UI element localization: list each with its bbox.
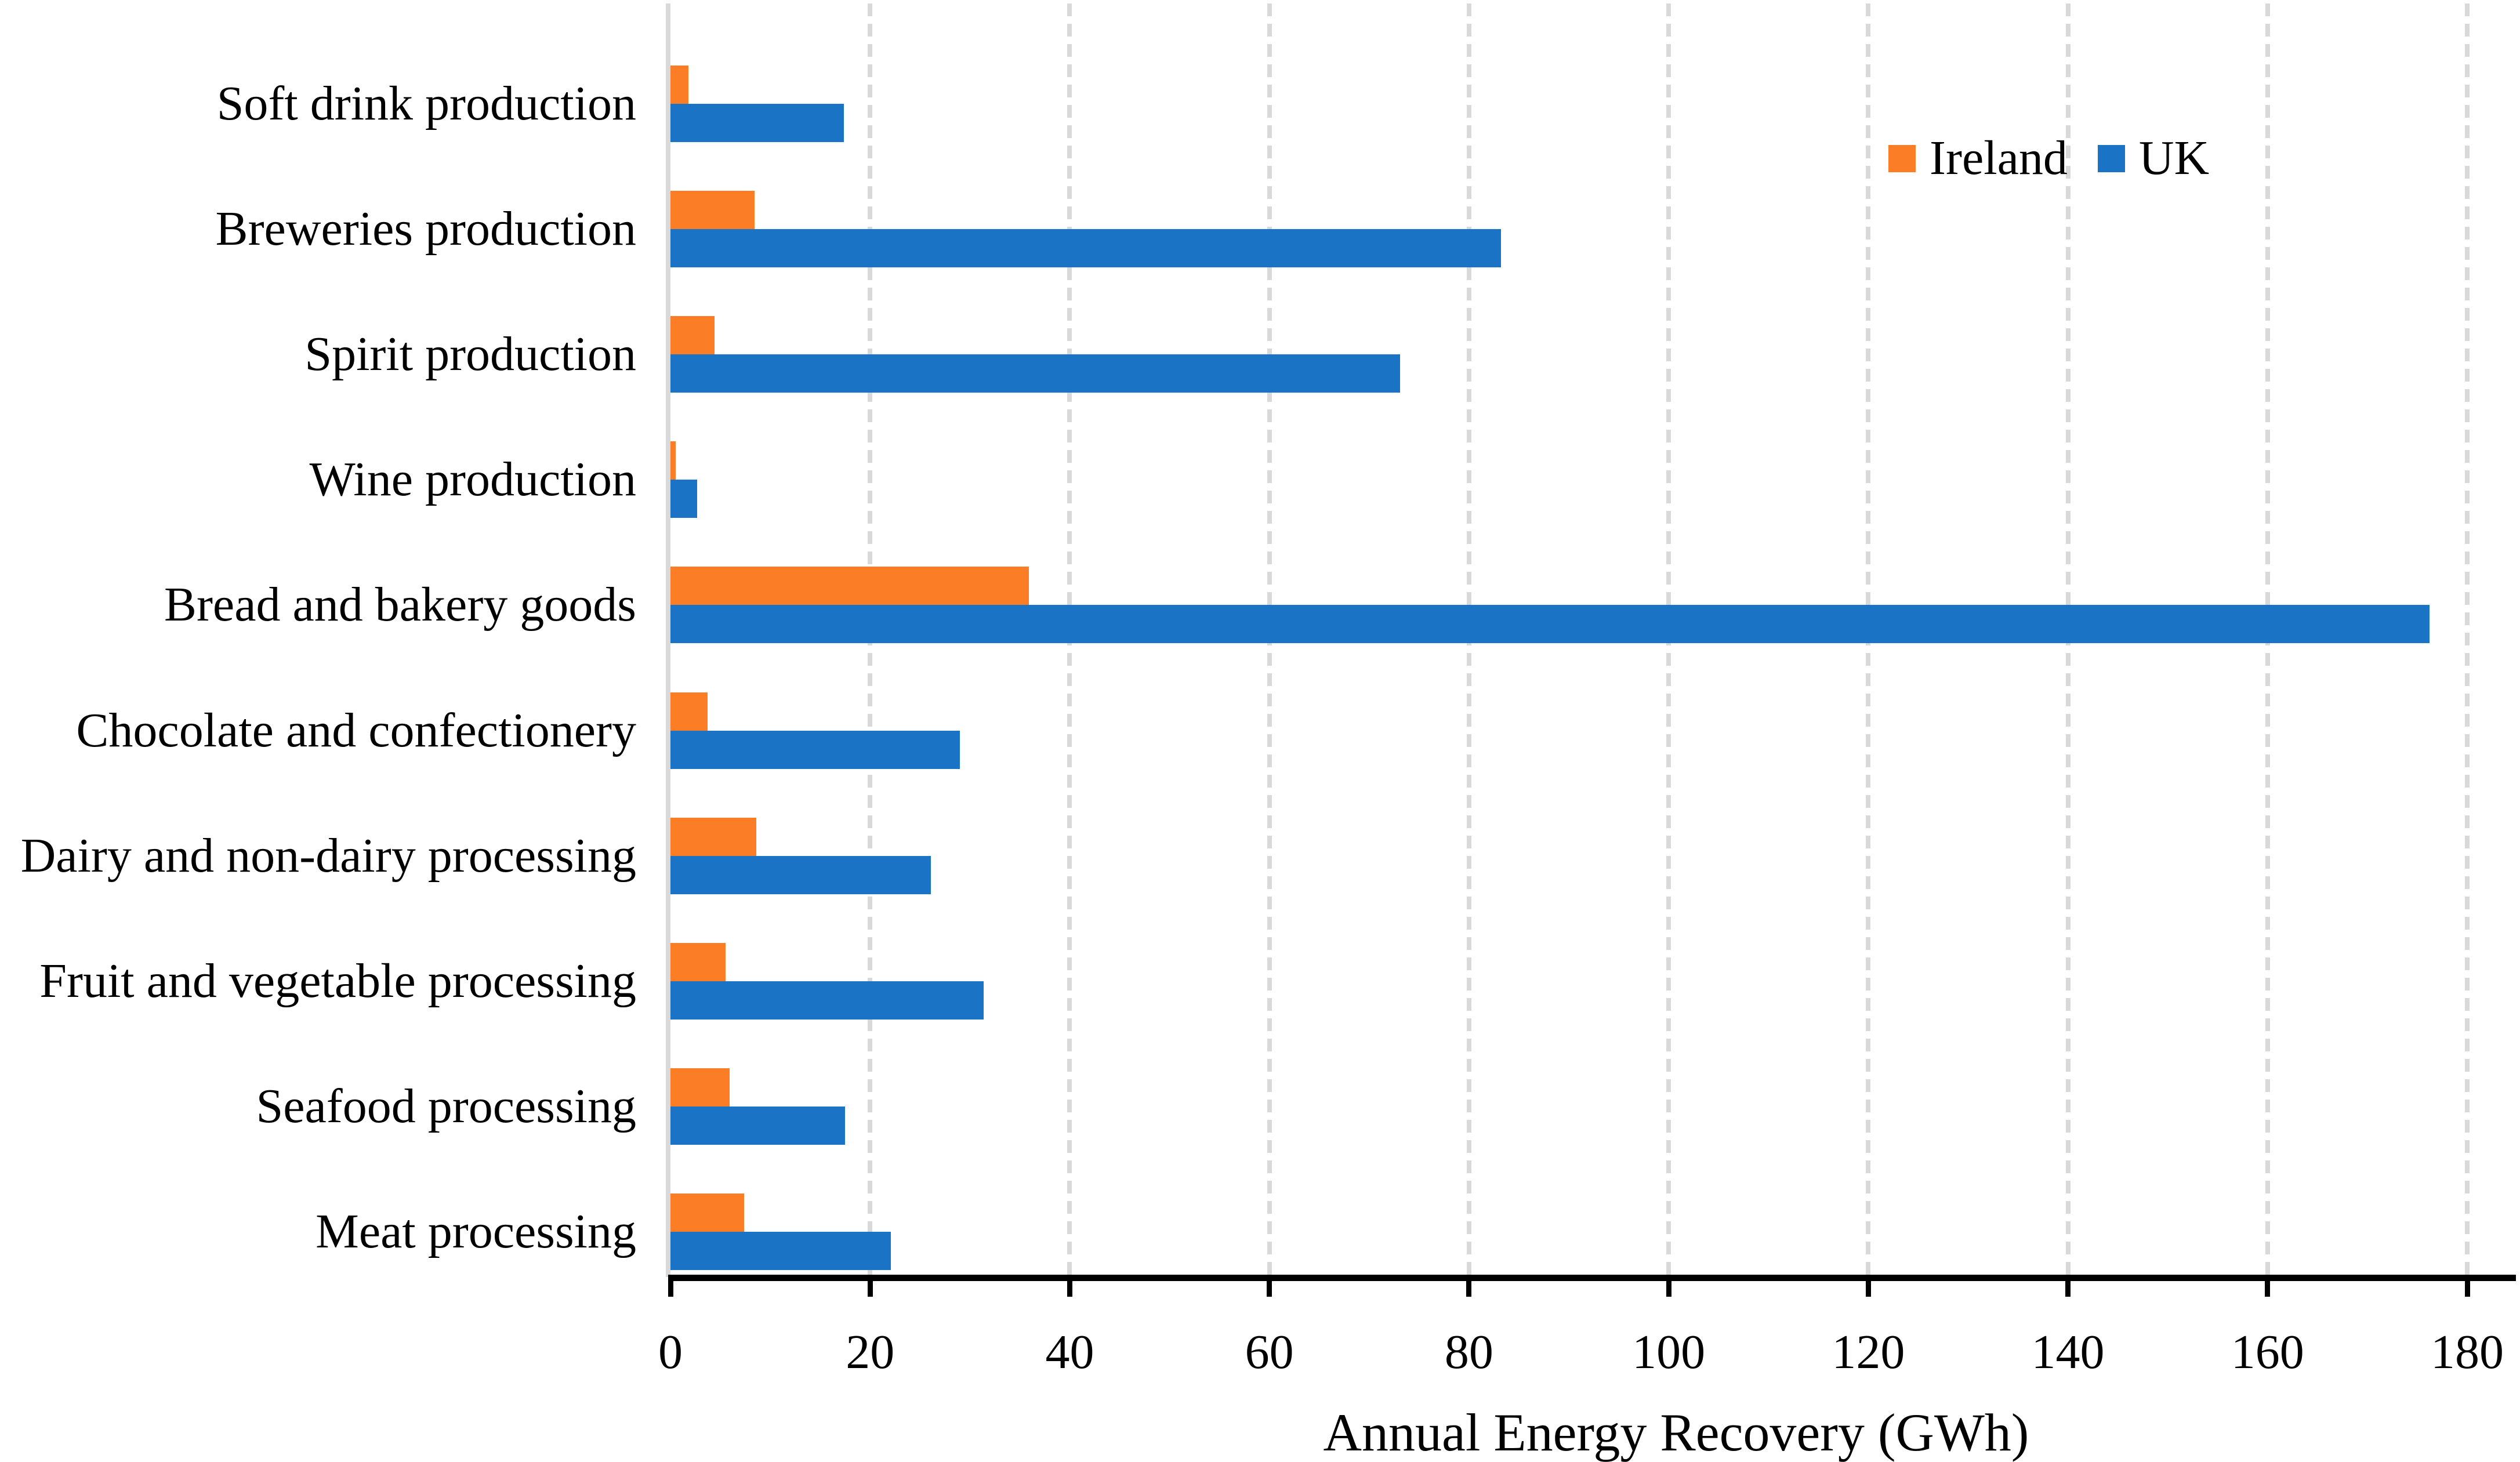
x-tick-label-40: 40 [1045,1325,1094,1379]
legend: Ireland UK [1888,131,2209,186]
ireland-bar [670,316,715,355]
legend-label-uk: UK [2138,131,2210,185]
uk-bar [670,354,1401,393]
legend-label-ireland: Ireland [1930,131,2068,185]
y-axis-baseline [666,3,670,1277]
category-label: Dairy and non-dairy processing [20,828,636,883]
uk-bar [670,730,960,769]
category-label: Meat processing [316,1204,636,1258]
category-label: Chocolate and confectionery [76,703,636,757]
bar-pair [670,692,2467,769]
category-label: Fruit and vegetable processing [39,953,636,1008]
bar-pair [670,817,2467,894]
uk-bar [670,855,931,894]
bar-pair [670,191,2467,268]
uk-bar [670,480,698,518]
x-tick-label-140: 140 [2031,1325,2105,1379]
x-tick-180 [2464,1281,2470,1297]
bar-pair [670,942,2467,1020]
x-tick-label-100: 100 [1632,1325,1706,1379]
ireland-bar [670,441,676,480]
uk-bar [670,981,984,1020]
x-axis-title: Annual Energy Recovery (GWh) [1323,1403,2029,1462]
legend-swatch-uk-icon [2097,144,2125,172]
uk-bar [670,229,1501,268]
ireland-bar [670,942,726,981]
x-tick-120 [1865,1281,1871,1297]
legend-swatch-ireland-icon [1888,144,1916,172]
gridline-180 [2465,3,2470,1277]
category-label: Breweries production [215,202,636,256]
x-tick-100 [1666,1281,1671,1297]
x-tick-20 [867,1281,873,1297]
bar-pair [670,316,2467,393]
x-tick-label-20: 20 [846,1325,895,1379]
uk-bar [670,1231,891,1270]
x-tick-label-160: 160 [2231,1325,2304,1379]
ireland-bar [670,817,756,856]
x-axis-line [668,1275,2516,1281]
uk-bar [670,605,2430,644]
category-label: Seafood processing [256,1079,636,1133]
category-label: Wine production [309,452,636,507]
uk-bar [670,1106,846,1145]
x-tick-label-180: 180 [2431,1325,2504,1379]
x-tick-140 [2065,1281,2071,1297]
legend-item-ireland: Ireland [1888,131,2068,186]
x-tick-40 [1067,1281,1072,1297]
ireland-bar [670,567,1029,605]
x-tick-160 [2265,1281,2271,1297]
ireland-bar [670,66,688,104]
category-label: Soft drink production [216,77,636,130]
x-tick-60 [1267,1281,1272,1297]
x-tick-label-120: 120 [1832,1325,1905,1379]
ireland-bar [670,1068,730,1107]
ireland-bar [670,191,755,230]
ireland-bar [670,1193,745,1232]
plot-area [666,3,2470,1277]
category-label: Bread and bakery goods [164,578,636,632]
x-tick-label-80: 80 [1444,1325,1493,1379]
x-tick-0 [668,1281,673,1297]
uk-bar [670,104,844,142]
bar-pair [670,567,2467,644]
legend-item-uk: UK [2097,131,2210,186]
x-tick-80 [1466,1281,1472,1297]
x-tick-label-0: 0 [658,1325,683,1379]
category-label: Spirit production [304,327,636,382]
x-tick-label-60: 60 [1245,1325,1294,1379]
ireland-bar [670,692,708,731]
bar-pair [670,66,2467,142]
bar-pair [670,441,2467,518]
bar-pair [670,1193,2467,1270]
bar-pair [670,1068,2467,1145]
